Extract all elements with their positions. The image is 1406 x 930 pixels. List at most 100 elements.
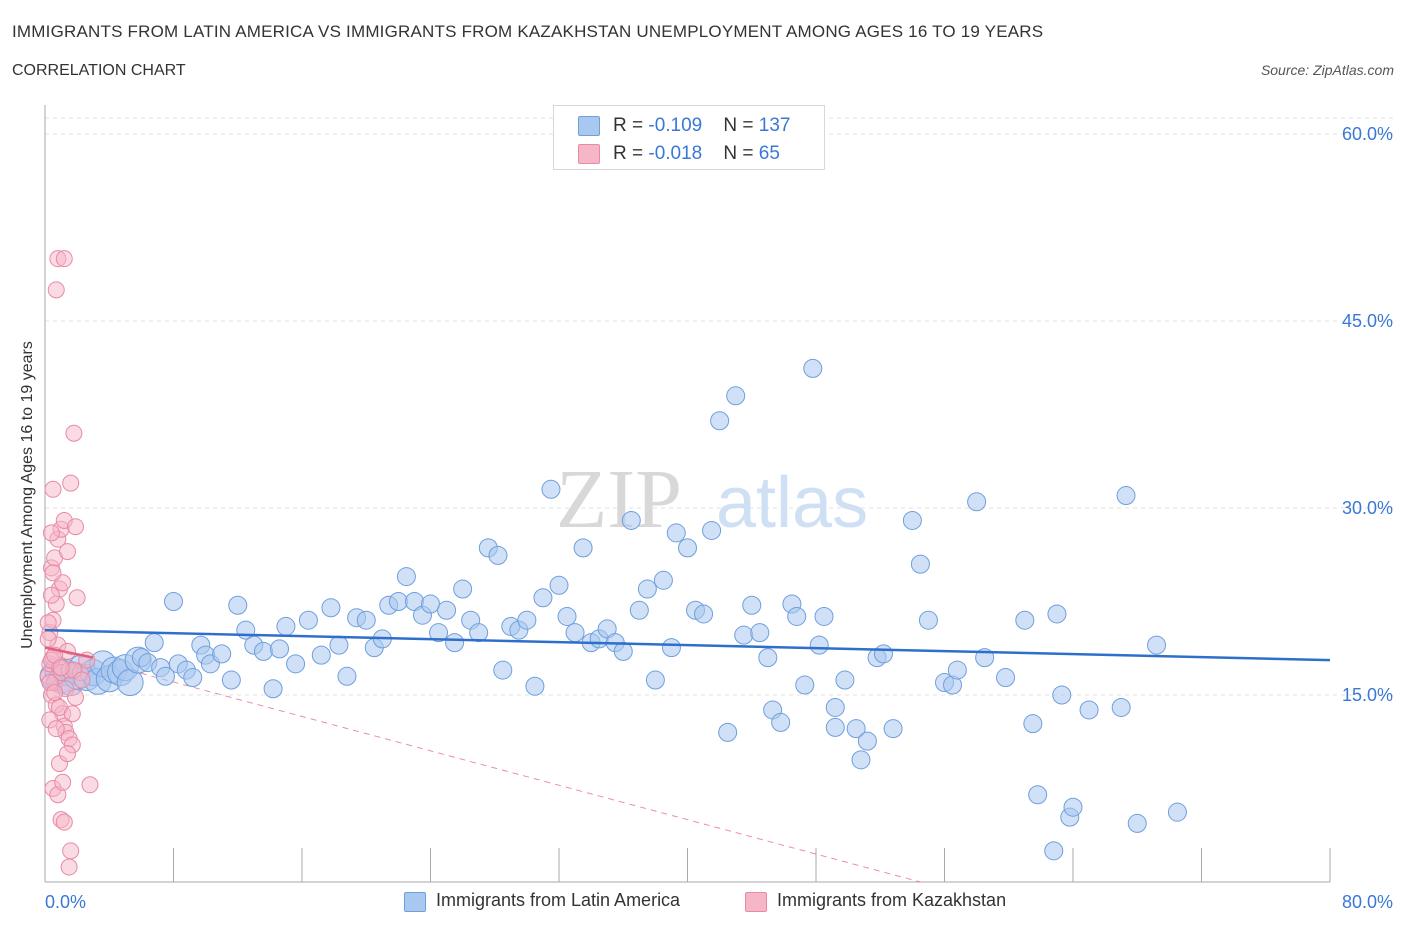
data-point-latin-america: [702, 520, 722, 540]
data-point-kazakhstan: [55, 813, 73, 831]
data-point-kazakhstan: [42, 586, 60, 604]
data-point-latin-america: [1127, 813, 1147, 833]
data-point-kazakhstan: [67, 518, 85, 536]
data-point-latin-america: [947, 660, 967, 680]
data-point-latin-america: [629, 600, 649, 620]
data-point-kazakhstan: [44, 564, 62, 582]
data-point-latin-america: [787, 606, 807, 626]
data-point-latin-america: [750, 623, 770, 643]
data-point-latin-america: [613, 641, 633, 661]
data-point-latin-america: [795, 675, 815, 695]
data-point-latin-america: [263, 679, 283, 699]
data-point-latin-america: [910, 554, 930, 574]
data-point-latin-america: [857, 731, 877, 751]
data-point-latin-america: [846, 719, 866, 739]
legend-n-value: 137: [758, 115, 791, 136]
data-point-latin-america: [637, 579, 657, 599]
data-point-latin-america: [488, 545, 508, 565]
data-point-latin-america: [429, 623, 449, 643]
data-point-latin-america: [144, 633, 164, 653]
data-point-kazakhstan: [60, 858, 78, 876]
data-point-kazakhstan: [58, 745, 76, 763]
data-point-kazakhstan: [39, 614, 57, 632]
data-point-latin-america: [835, 670, 855, 690]
data-point-latin-america: [758, 648, 778, 668]
data-point-latin-america: [825, 717, 845, 737]
data-point-latin-america: [329, 635, 349, 655]
legend-n-label: N =: [723, 115, 759, 136]
chart-title: IMMIGRANTS FROM LATIN AMERICA VS IMMIGRA…: [12, 22, 1044, 41]
data-point-kazakhstan: [73, 671, 91, 689]
y-tick-label: 45.0%: [1342, 311, 1393, 331]
data-point-latin-america: [726, 386, 746, 406]
data-point-kazakhstan: [65, 424, 83, 442]
legend-label-latin-america: Immigrants from Latin America: [436, 890, 681, 910]
data-point-latin-america: [851, 750, 871, 770]
data-point-kazakhstan: [39, 630, 57, 648]
trend-line-kazakhstan-extended: [44, 647, 921, 883]
data-point-latin-america: [437, 600, 457, 620]
y-tick-label: 60.0%: [1342, 124, 1393, 144]
data-point-kazakhstan: [52, 659, 70, 677]
legend-swatch-blue: [404, 892, 426, 912]
data-point-latin-america: [286, 654, 306, 674]
data-point-kazakhstan: [58, 543, 76, 561]
data-point-kazakhstan: [47, 281, 65, 299]
legend-swatch-pink: [745, 892, 767, 912]
watermark-atlas: atlas: [716, 463, 868, 543]
data-point-latin-america: [445, 633, 465, 653]
data-point-latin-america: [742, 595, 762, 615]
data-point-latin-america: [883, 719, 903, 739]
legend-r-value: -0.109: [648, 115, 703, 136]
data-point-latin-america: [718, 722, 738, 742]
source-credit: Source: ZipAtlas.com: [1260, 62, 1394, 78]
data-point-latin-america: [825, 697, 845, 717]
data-point-latin-america: [1079, 700, 1099, 720]
data-point-latin-america: [1052, 685, 1072, 705]
data-point-latin-america: [549, 575, 569, 595]
data-point-latin-america: [388, 592, 408, 611]
data-point-latin-america: [557, 606, 577, 626]
data-point-latin-america: [541, 479, 561, 499]
data-point-latin-america: [1028, 785, 1048, 805]
data-point-kazakhstan: [67, 688, 85, 706]
data-point-latin-america: [1023, 714, 1043, 734]
data-point-latin-america: [253, 641, 273, 661]
data-point-latin-america: [298, 610, 318, 630]
data-point-latin-america: [661, 638, 681, 658]
data-point-latin-america: [356, 610, 376, 630]
data-point-kazakhstan: [44, 480, 62, 498]
data-point-latin-america: [221, 670, 241, 690]
legend-r-value: -0.018: [648, 143, 703, 164]
data-point-latin-america: [155, 666, 175, 686]
x-tick-label: 80.0%: [1342, 892, 1393, 912]
data-point-latin-america: [396, 567, 416, 587]
data-point-latin-america: [493, 660, 513, 680]
legend-r-label: R =: [613, 115, 649, 136]
y-tick-label: 30.0%: [1342, 498, 1393, 518]
legend-label-kazakhstan: Immigrants from Kazakhstan: [777, 890, 1007, 910]
legend-swatch-blue: [578, 116, 600, 136]
x-tick-label: 0.0%: [45, 892, 86, 912]
data-point-latin-america: [653, 570, 673, 590]
data-point-kazakhstan: [63, 705, 81, 723]
chart-subtitle: CORRELATION CHART: [12, 62, 186, 79]
y-axis-label: Unemployment Among Ages 16 to 19 years: [19, 341, 36, 649]
data-point-latin-america: [525, 676, 545, 696]
data-point-latin-america: [212, 644, 232, 664]
data-point-latin-america: [694, 604, 714, 624]
legend-n-label: N =: [723, 143, 759, 164]
data-point-kazakhstan: [81, 776, 99, 794]
data-point-latin-america: [771, 712, 791, 732]
data-point-latin-america: [453, 579, 473, 599]
data-point-latin-america: [710, 411, 730, 431]
data-point-latin-america: [311, 645, 331, 665]
data-point-kazakhstan: [54, 773, 72, 791]
y-tick-label: 15.0%: [1342, 685, 1393, 705]
data-point-kazakhstan: [46, 684, 64, 702]
data-point-latin-america: [183, 668, 203, 688]
data-point-latin-america: [967, 492, 987, 512]
data-point-kazakhstan: [62, 842, 80, 860]
data-point-latin-america: [666, 523, 686, 543]
